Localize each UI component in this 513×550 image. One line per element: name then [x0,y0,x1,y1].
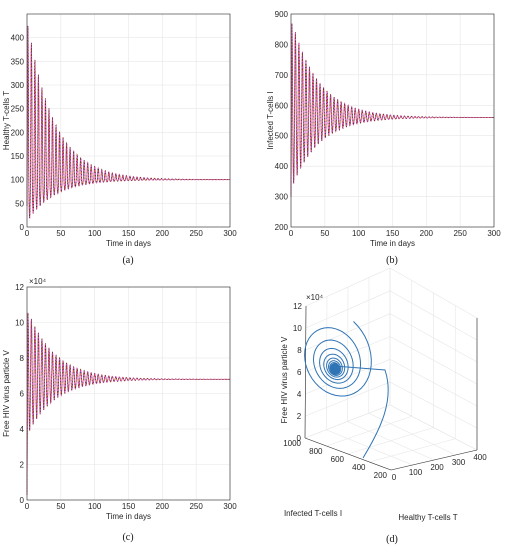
x-tick-label: 0 [289,229,294,238]
x-axis-label: Healthy T-cells T [398,513,457,522]
y-tick-label: 0 [20,496,25,505]
x-tick-label: 50 [56,229,65,238]
series-line-dotted [26,312,231,495]
plot-frame [26,13,231,228]
y-axis-label: Infected T-cells I [284,509,342,518]
z-tick-label: 10 [293,324,302,333]
panel-caption: (d) [386,534,398,545]
y-tick-label: 200 [11,128,25,137]
y-tick-label: 200 [374,471,388,480]
plot-frame [26,286,231,501]
y-tick-label: 100 [11,176,25,185]
y-tick-label: 50 [15,199,24,208]
y-tick-label: 400 [275,162,289,171]
y-axis-label: Free HIV virus particle V [2,349,11,436]
x-tick-label: 200 [430,463,444,472]
x-tick-label: 50 [56,502,65,511]
x-tick-label: 100 [409,468,423,477]
x-tick-label: 150 [122,502,136,511]
x-tick-label: 200 [420,229,434,238]
y-tick-label: 150 [11,152,25,161]
x-tick-label: 200 [156,229,170,238]
x-tick-label: 100 [352,229,366,238]
y-tick-label: 900 [275,10,289,19]
y-tick-label: 600 [275,101,289,110]
x-tick-label: 250 [189,229,203,238]
z-axis-label: Free HIV virus particle V [280,336,289,423]
y-tick-label: 800 [309,447,323,456]
x-tick-label: 0 [25,502,30,511]
box-edge [390,449,478,471]
z-tick-label: 0 [297,434,302,443]
y-axis-label: Healthy T-cells T [2,91,11,150]
x-tick-label: 100 [88,229,102,238]
x-axis-label: Time in days [370,239,415,248]
series-line-dotted [26,25,230,219]
x-tick-label: 250 [189,502,203,511]
series-line-dotted [290,23,494,197]
y-tick-label: 600 [331,455,345,464]
box-gridline [347,286,349,422]
x-tick-label: 150 [386,229,400,238]
x-tick-label: 0 [392,473,397,482]
x-tick-label: 300 [223,502,237,511]
y-tick-label: 300 [11,81,25,90]
axis-multiplier: ×10⁴ [29,277,47,286]
x-axis-label: Time in days [106,512,151,521]
box-edge [304,437,392,471]
y-tick-label: 1000 [283,439,301,448]
panel-caption: (c) [122,532,133,543]
y-tick-label: 4 [20,425,25,434]
y-tick-label: 200 [275,223,289,232]
y-tick-label: 350 [11,57,25,66]
trajectory-curve [304,321,389,459]
y-tick-label: 0 [20,223,25,232]
y-tick-label: 800 [275,40,289,49]
y-tick-label: 400 [352,463,366,472]
x-tick-label: 300 [223,229,237,238]
series-line-dashed [26,25,230,219]
x-tick-label: 300 [452,458,466,467]
x-tick-label: 50 [320,229,329,238]
box-gridline [326,415,412,447]
y-tick-label: 10 [15,319,24,328]
y-tick-label: 700 [275,71,289,80]
box-edge [304,305,307,439]
x-tick-label: 200 [156,502,170,511]
x-axis-label: Time in days [106,239,151,248]
y-tick-label: 500 [275,132,289,141]
z-tick-label: 12 [293,302,302,311]
x-tick-label: 300 [487,229,501,238]
x-tick-label: 150 [122,229,136,238]
panel-caption: (a) [122,255,133,266]
x-tick-label: 0 [25,229,30,238]
y-tick-label: 400 [11,34,25,43]
axis-multiplier: ×10⁴ [306,293,324,302]
panel-caption: (b) [386,255,398,266]
z-tick-label: 8 [297,346,302,355]
z-tick-label: 4 [297,390,302,399]
chart-panel-a: 0 50 100 150 200 250 300 0 50 100 150 200 250 300 350 4… [2,13,237,248]
z-tick-label: 6 [297,368,302,377]
plot-frame [290,13,495,228]
y-tick-label: 8 [20,354,25,363]
chart-panel-b: 0 50 100 150 200 250 300 200 300 400 500 600 700 800 9… [266,10,501,248]
y-axis-label: Infected T-cells I [266,91,275,149]
chart-panel-d: 0 2 4 6 8 10 12 0 100 200 300 400 200 400 600 800 1000 ×1… [280,267,487,522]
y-tick-label: 6 [20,390,25,399]
box-gridline [369,438,456,463]
y-tick-label: 300 [275,193,289,202]
y-tick-label: 250 [11,105,25,114]
x-tick-label: 400 [473,453,487,462]
equilibrium-point [330,363,340,375]
chart-panel-c: 0 50 100 150 200 250 300 0 2 4 6 8 10 12 Time in days F… [2,277,237,521]
z-tick-label: 2 [297,412,302,421]
box-gridline [347,427,434,455]
box-gridline [304,404,391,439]
x-tick-label: 250 [453,229,467,238]
y-tick-label: 12 [15,283,24,292]
x-tick-label: 100 [88,502,102,511]
y-tick-label: 2 [20,461,25,470]
